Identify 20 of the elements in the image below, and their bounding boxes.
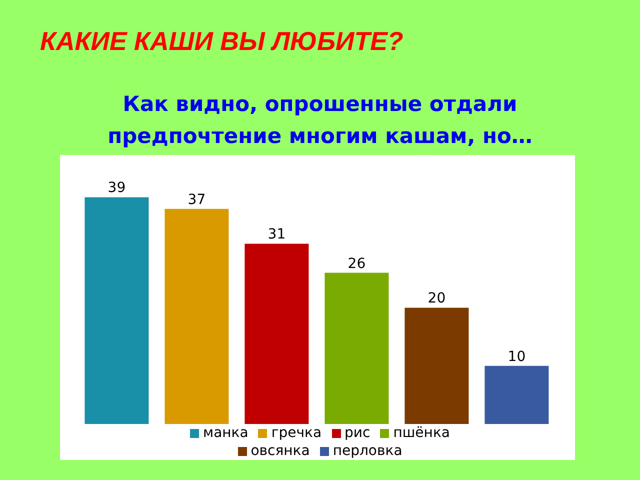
- bar: [244, 244, 309, 424]
- bar: [84, 197, 149, 424]
- bar: [404, 308, 469, 424]
- data-label: 37: [188, 192, 206, 208]
- bar: [484, 366, 549, 424]
- legend-label: рис: [344, 425, 370, 441]
- bar: [324, 272, 389, 424]
- legend-label: овсянка: [250, 443, 310, 459]
- data-label: 39: [108, 180, 126, 196]
- bar: [164, 208, 229, 424]
- legend-label: манка: [203, 425, 248, 441]
- data-label: 31: [268, 226, 286, 243]
- data-label: 10: [508, 348, 526, 365]
- data-label: 20: [428, 290, 446, 307]
- chart-subtitle: Как видно, опрошенные отдали предпочтение многим кашам, но…: [106, 91, 534, 150]
- legend-label: пшёнка: [393, 425, 450, 441]
- chart-title: КАКИЕ КАШИ ВЫ ЛЮБИТЕ?: [40, 26, 404, 57]
- data-label: 26: [348, 256, 366, 272]
- legend-label: перловка: [332, 443, 402, 459]
- legend-label: гречка: [271, 425, 322, 441]
